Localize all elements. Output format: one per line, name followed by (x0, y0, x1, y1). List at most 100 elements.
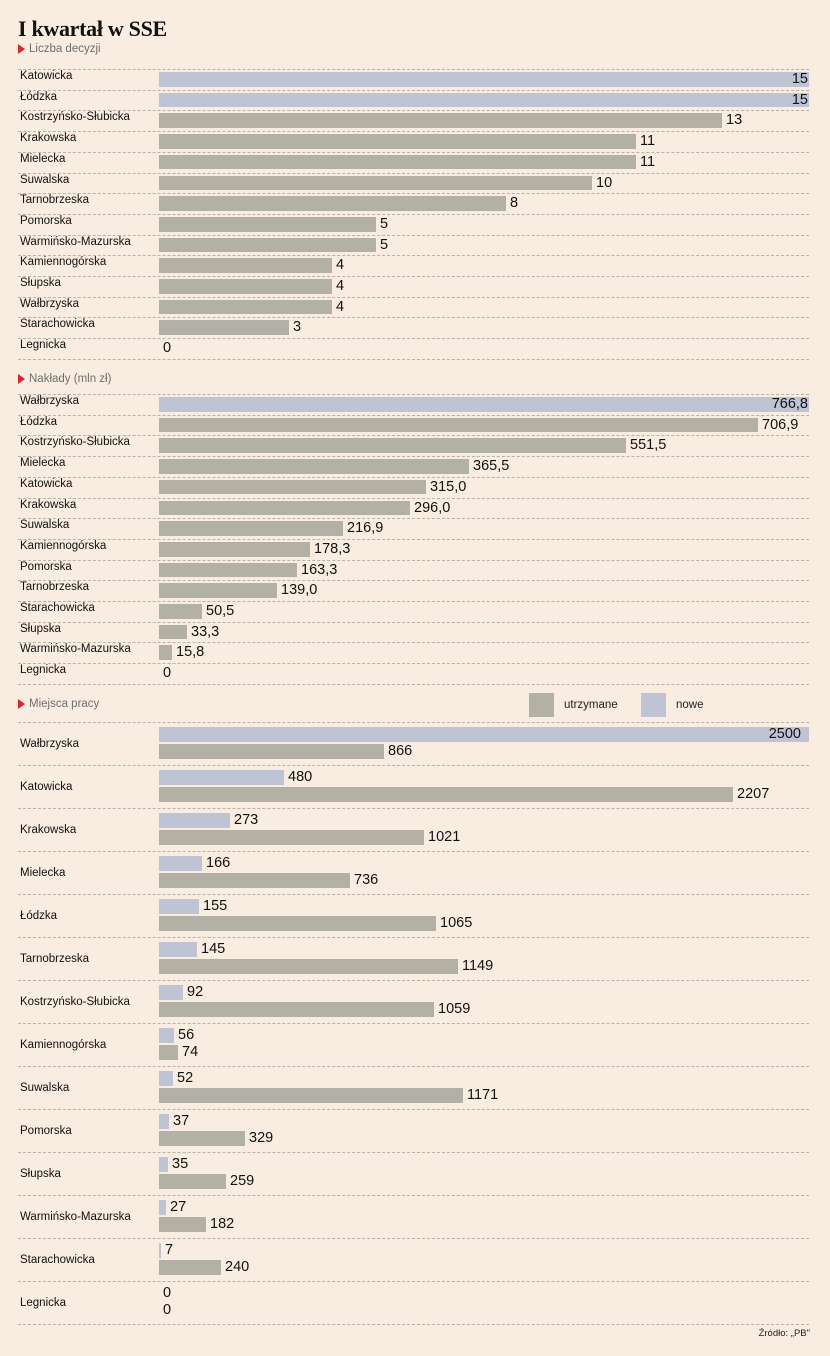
section-title-decisions: Liczba decyzji (29, 43, 101, 55)
bar-new-warminsko-mazurska (159, 1200, 166, 1215)
value-label-kostrzynsko-slubicka: 13 (726, 112, 743, 129)
value-label-new-suwalska: 52 (177, 1070, 194, 1086)
value-label-retained-tarnobrzeska: 1149 (462, 958, 494, 974)
row-divider (18, 296, 809, 298)
row-divider (18, 1238, 809, 1239)
bar-new-walbrzyska (159, 727, 809, 742)
row-label-pomorska: Pomorska (20, 214, 72, 227)
value-label-legnicka: 0 (163, 665, 172, 682)
bar-new-tarnobrzeska (159, 942, 197, 957)
row-divider (18, 1109, 809, 1110)
row-divider (18, 621, 809, 623)
bar-starachowicka (159, 604, 202, 619)
row-label-kamiennogorska: Kamiennogórska (20, 539, 107, 552)
row-label-krakowska: Krakowska (20, 132, 77, 145)
value-label-kostrzynsko-slubicka: 551,5 (630, 437, 667, 454)
value-label-new-starachowicka: 7 (165, 1242, 174, 1258)
bar-retained-starachowicka (159, 1260, 221, 1275)
row-divider (18, 317, 809, 319)
value-label-new-kamiennogorska: 56 (178, 1027, 195, 1043)
row-divider (18, 1066, 809, 1067)
value-label-retained-lodzka: 1065 (440, 915, 473, 931)
row-label-lodzka: Łódzka (20, 90, 58, 103)
row-label-walbrzyska: Wałbrzyska (20, 297, 79, 310)
row-divider (18, 642, 809, 644)
row-divider (18, 193, 809, 195)
row-divider (18, 89, 809, 91)
bar-retained-slupska (159, 1174, 226, 1189)
row-divider (18, 808, 809, 809)
value-label-pomorska: 5 (380, 215, 389, 232)
value-label-retained-katowicka: 2207 (737, 786, 770, 802)
bar-new-suwalska (159, 1071, 173, 1086)
bar-retained-suwalska (159, 1088, 463, 1103)
row-label-starachowicka: Starachowicka (20, 318, 95, 331)
row-divider (18, 851, 809, 852)
bar-lodzka (159, 92, 809, 108)
bar-retained-mielecka (159, 873, 350, 888)
value-label-retained-suwalska: 1171 (467, 1087, 499, 1103)
section-label-jobs: Miejsca pracy (18, 698, 99, 710)
row-divider (18, 1324, 809, 1325)
row-divider (18, 663, 809, 665)
value-label-katowicka: 15 (791, 71, 808, 87)
value-label-suwalska: 216,9 (347, 520, 384, 537)
legend-swatch-new (641, 693, 666, 717)
section-label-investment: Nakłady (mln zł) (18, 373, 111, 385)
bar-walbrzyska (159, 299, 332, 315)
bar-new-katowicka (159, 770, 284, 785)
value-label-slupska: 33,3 (191, 623, 220, 640)
value-label-retained-slupska: 259 (230, 1173, 255, 1189)
section-title-investment: Nakłady (mln zł) (29, 373, 112, 385)
row-label-kamiennogorska: Kamiennogórska (20, 1039, 107, 1051)
value-label-new-tarnobrzeska: 145 (201, 941, 226, 957)
row-divider (18, 110, 809, 112)
source-note: Źródło: „PB" (758, 1328, 810, 1339)
value-label-retained-krakowska: 1021 (428, 829, 461, 845)
value-label-retained-mielecka: 736 (354, 872, 379, 888)
chart-title: I kwartał w SSE (18, 16, 167, 41)
row-label-katowicka: Katowicka (20, 70, 73, 82)
row-divider (18, 394, 809, 395)
row-divider (18, 580, 809, 582)
row-divider (18, 722, 809, 723)
bar-suwalska (159, 175, 592, 191)
row-label-tarnobrzeska: Tarnobrzeska (20, 581, 90, 594)
row-label-warminsko-mazurska: Warmińsko-Mazurska (20, 1211, 131, 1223)
bar-new-mielecka (159, 856, 202, 871)
bar-retained-warminsko-mazurska (159, 1217, 206, 1232)
bar-slupska (159, 624, 187, 640)
value-label-retained-kamiennogorska: 74 (182, 1044, 199, 1060)
row-label-krakowska: Krakowska (20, 824, 77, 836)
value-label-new-katowicka: 480 (288, 769, 313, 785)
row-label-tarnobrzeska: Tarnobrzeska (20, 953, 90, 965)
value-label-katowicka: 315,0 (430, 478, 467, 495)
row-label-starachowicka: Starachowicka (20, 1254, 95, 1266)
row-divider (18, 1152, 809, 1153)
value-label-starachowicka: 3 (293, 319, 302, 336)
bar-tarnobrzeska (159, 583, 277, 598)
value-label-krakowska: 11 (640, 133, 656, 150)
value-label-mielecka: 365,5 (473, 458, 510, 475)
value-label-walbrzyska: 4 (336, 298, 345, 315)
value-label-new-walbrzyska: 2500 (768, 726, 801, 742)
value-label-lodzka: 15 (791, 91, 808, 108)
row-divider (18, 476, 809, 478)
row-divider (18, 213, 809, 215)
triangle-marker-icon (18, 699, 25, 709)
legend-label-retained: utrzymane (564, 699, 618, 711)
bar-walbrzyska (159, 397, 809, 412)
legend-swatch-retained (529, 693, 554, 717)
bar-katowicka (159, 479, 426, 495)
bar-retained-kamiennogorska (159, 1045, 178, 1060)
bar-retained-pomorska (159, 1131, 245, 1146)
row-divider (18, 435, 809, 437)
row-label-mielecka: Mielecka (20, 867, 66, 879)
bar-retained-lodzka (159, 916, 436, 931)
bar-retained-krakowska (159, 830, 424, 845)
value-label-walbrzyska: 766,8 (771, 396, 808, 412)
row-label-katowicka: Katowicka (20, 477, 73, 490)
bar-mielecka (159, 459, 469, 474)
row-label-suwalska: Suwalska (20, 1082, 70, 1094)
bar-pomorska (159, 216, 376, 232)
